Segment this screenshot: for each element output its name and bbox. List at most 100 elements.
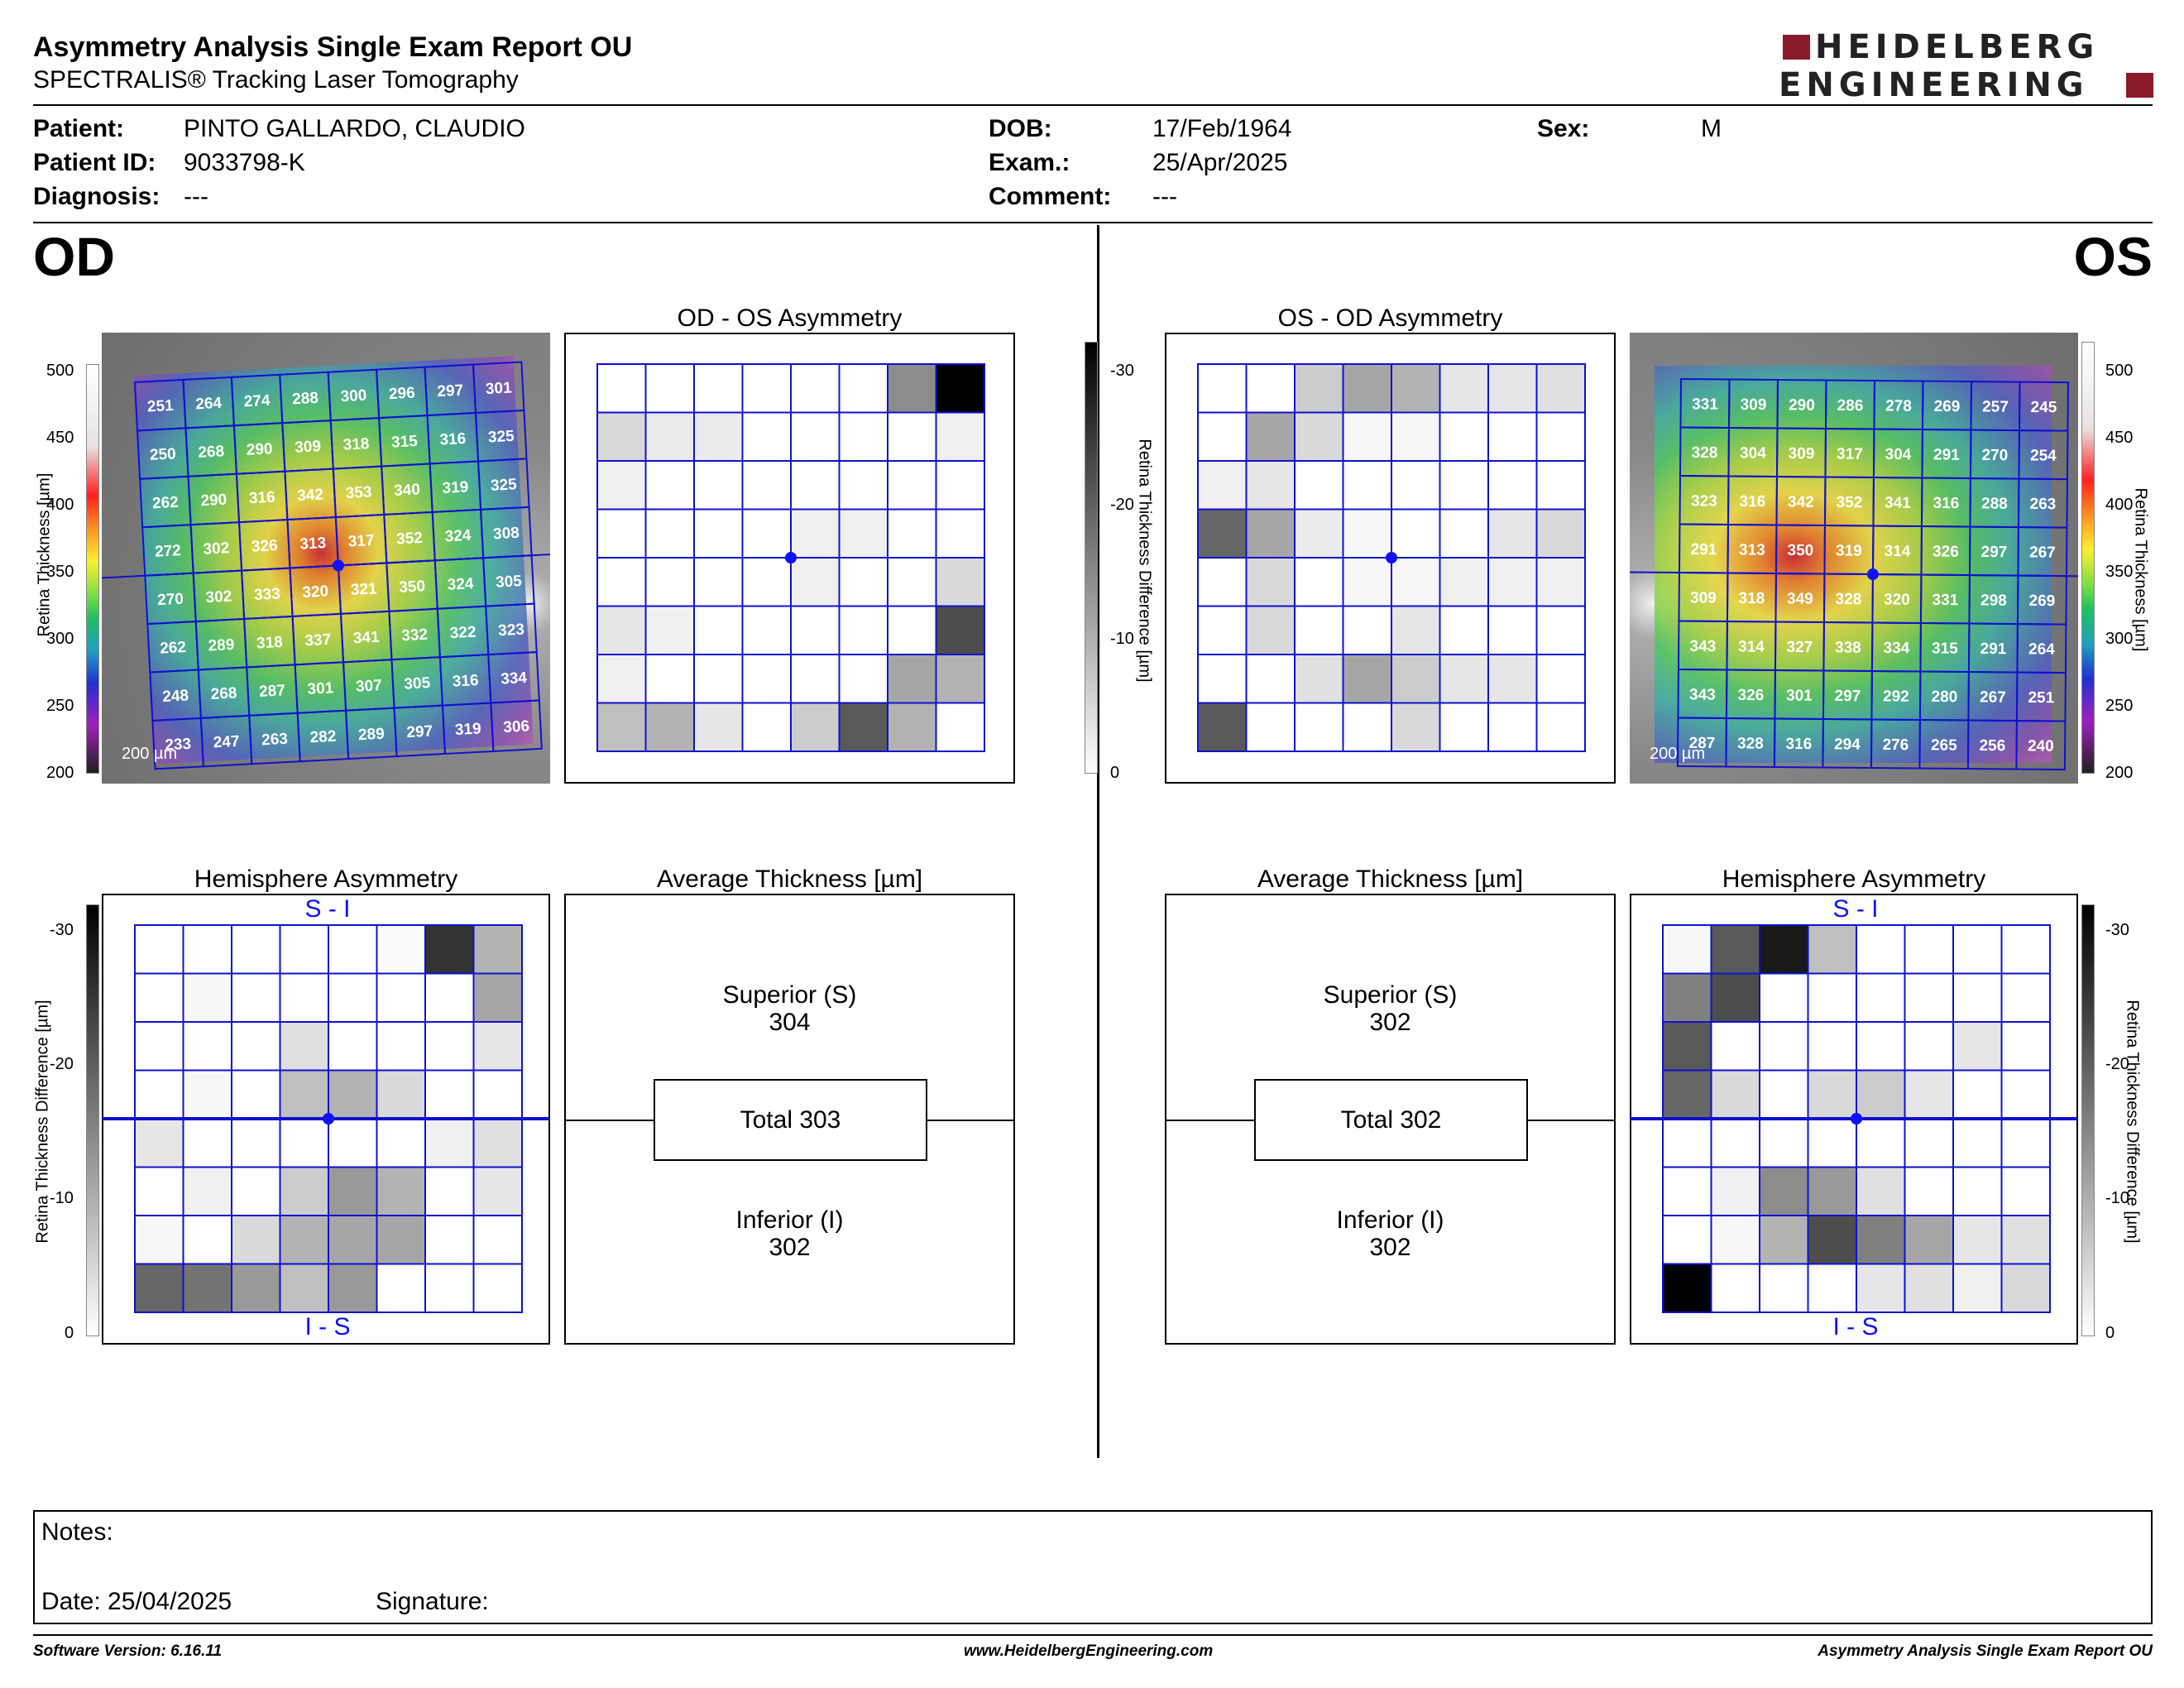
os-thickness-value: 280 bbox=[1931, 688, 1957, 706]
od-hemi-cell bbox=[134, 1263, 184, 1313]
os-thickness-value: 313 bbox=[1739, 541, 1765, 559]
os-thickness-value: 341 bbox=[1885, 494, 1911, 511]
os-asym-cell bbox=[1439, 460, 1489, 511]
od-asym-cell bbox=[790, 508, 841, 559]
od-asym-cell bbox=[935, 702, 985, 752]
od-thickness-value: 313 bbox=[299, 535, 327, 554]
od-thickness-value: 309 bbox=[295, 438, 322, 457]
os-asym-cell bbox=[1294, 654, 1344, 704]
os-asym-title: OS - OD Asymmetry bbox=[1277, 305, 1503, 332]
diff-top-axis-label: Retina Thickness Difference [µm] bbox=[1135, 439, 1154, 683]
od-scale-bar-label: 200 µm bbox=[122, 745, 178, 763]
os-hemi-cell bbox=[1952, 1166, 2003, 1216]
os-hemi-cell bbox=[1710, 1166, 1760, 1216]
os-thickness-value: 301 bbox=[1786, 687, 1813, 704]
od-thickness-value: 322 bbox=[449, 624, 477, 643]
os-asym-cell bbox=[1391, 508, 1441, 559]
os-asym-panel bbox=[1165, 333, 1616, 784]
od-inferior-value: 302 bbox=[769, 1234, 811, 1261]
os-asym-cell bbox=[1439, 654, 1489, 704]
od-hemi-cell bbox=[134, 1166, 184, 1216]
od-asym-cell bbox=[596, 363, 647, 414]
od-asym-grid-svg bbox=[596, 363, 985, 752]
od-asym-cell bbox=[887, 460, 937, 511]
os-asym-cell bbox=[1245, 654, 1296, 704]
od-asym-cell bbox=[838, 557, 888, 607]
od-thickness-value: 333 bbox=[254, 585, 281, 604]
od-asym-cell bbox=[935, 557, 985, 607]
os-thickness-value: 270 bbox=[1982, 447, 2009, 464]
od-hemi-cell bbox=[279, 1069, 329, 1120]
footer-website[interactable]: www.HeidelbergEngineering.com bbox=[964, 1642, 1214, 1660]
os-tick-200: 200 bbox=[2105, 764, 2134, 782]
od-thickness-value: 325 bbox=[491, 476, 518, 495]
od-thickness-value: 297 bbox=[437, 381, 464, 400]
od-asym-cell bbox=[887, 508, 937, 559]
od-thickness-value: 352 bbox=[396, 530, 424, 549]
od-hemi-cell bbox=[231, 1021, 281, 1072]
os-hemi-cell bbox=[1856, 1118, 1906, 1168]
os-thickness-value: 276 bbox=[1882, 736, 1909, 754]
logo-line2: ENGINEERING bbox=[1779, 66, 2089, 104]
od-hemi-axis-label: Retina Thickness Difference [µm] bbox=[33, 1000, 52, 1244]
od-tick-200: 200 bbox=[46, 764, 74, 782]
os-asym-cell bbox=[1391, 654, 1441, 704]
od-asym-cell bbox=[790, 411, 841, 462]
od-thickness-value: 262 bbox=[152, 494, 180, 513]
od-hemi-cell bbox=[182, 924, 232, 975]
os-thickness-value: 294 bbox=[1834, 736, 1861, 753]
dob-value: 17/Feb/1964 bbox=[1152, 115, 1292, 142]
od-asym-cell bbox=[741, 460, 792, 511]
patient-value: PINTO GALLARDO, CLAUDIO bbox=[184, 115, 525, 142]
od-hemi-cell bbox=[182, 1215, 232, 1265]
os-thickness-value: 328 bbox=[1835, 591, 1861, 608]
od-asym-cell bbox=[596, 605, 647, 655]
od-hemi-cell bbox=[279, 1118, 329, 1168]
os-thickness-value: 326 bbox=[1933, 543, 1959, 560]
os-asym-cell bbox=[1535, 460, 1586, 511]
od-thickness-value: 308 bbox=[493, 525, 520, 544]
os-thickness-value: 298 bbox=[1980, 592, 2007, 609]
od-hemi-cell bbox=[182, 1069, 232, 1120]
os-hemi-cell bbox=[1807, 1069, 1857, 1120]
sex-value: M bbox=[1701, 115, 1722, 142]
os-asym-cell bbox=[1294, 508, 1344, 559]
od-tick-500: 500 bbox=[46, 362, 74, 380]
center-divider bbox=[1097, 225, 1099, 1458]
os-hemi-tick-20: -20 bbox=[2105, 1055, 2129, 1073]
od-asym-cell bbox=[644, 557, 695, 607]
od-thickness-value: 337 bbox=[304, 631, 332, 650]
od-thickness-value: 307 bbox=[355, 677, 382, 696]
od-asym-cell bbox=[596, 654, 647, 704]
os-thickness-value: 328 bbox=[1692, 444, 1718, 462]
os-asym-cell bbox=[1391, 460, 1441, 511]
od-thickness-value: 263 bbox=[261, 731, 289, 750]
od-thickness-value: 301 bbox=[307, 679, 334, 698]
os-asym-cell bbox=[1487, 654, 1538, 704]
od-thickness-value: 323 bbox=[498, 621, 525, 640]
os-asym-cell bbox=[1535, 411, 1586, 462]
od-hemi-tick-0: 0 bbox=[65, 1324, 74, 1342]
od-hemi-cell bbox=[231, 972, 281, 1023]
od-hemi-cell bbox=[376, 1118, 426, 1168]
os-thickness-value: 315 bbox=[1932, 640, 1958, 657]
od-eye-label: OD bbox=[33, 226, 115, 287]
os-hemi-cell bbox=[1759, 1166, 1809, 1216]
od-hemi-cell bbox=[472, 1166, 523, 1216]
os-asym-cell bbox=[1245, 411, 1296, 462]
os-hemi-cell bbox=[1710, 1215, 1760, 1265]
os-asym-cell bbox=[1535, 363, 1586, 414]
od-thickness-value: 305 bbox=[496, 573, 523, 592]
od-thickness-fovea-marker bbox=[332, 559, 344, 572]
os-hemi-cell bbox=[1904, 1215, 1954, 1265]
os-avg-panel: Superior (S) 302 Total 302 Inferior (I) … bbox=[1165, 894, 1616, 1345]
notes-box[interactable]: Notes: Date: 25/04/2025 Signature: bbox=[33, 1510, 2153, 1624]
od-asym-cell bbox=[887, 557, 937, 607]
os-thickness-axis-label: Retina Thickness [µm] bbox=[2131, 487, 2150, 652]
os-thickness-value: 265 bbox=[1931, 736, 1957, 754]
os-thickness-value: 316 bbox=[1785, 736, 1812, 753]
os-tick-300: 300 bbox=[2105, 630, 2134, 648]
diagnosis-value: --- bbox=[184, 183, 208, 210]
od-hemi-cell bbox=[328, 1166, 378, 1216]
od-asym-cell bbox=[935, 605, 985, 655]
